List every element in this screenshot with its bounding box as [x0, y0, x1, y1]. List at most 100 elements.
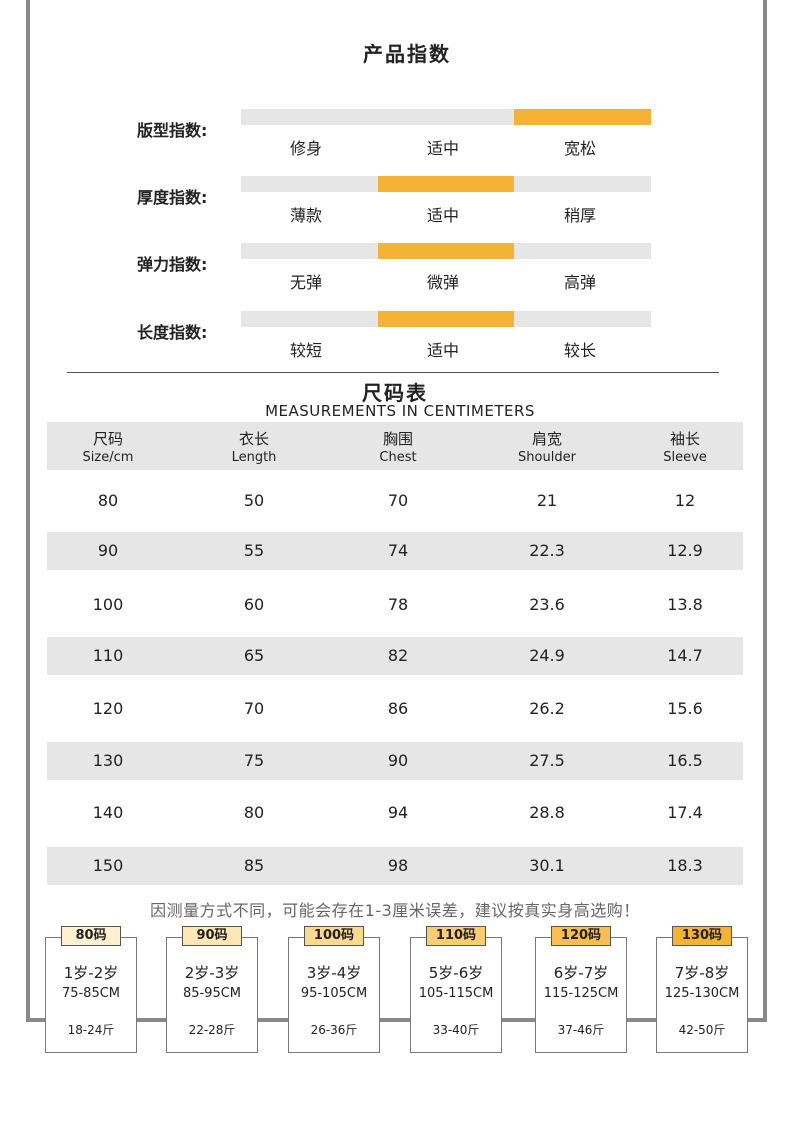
size-tag: 100码	[304, 926, 364, 946]
index-option: 适中	[426, 341, 459, 360]
cell-length: 55	[243, 541, 265, 560]
cell-chest: 74	[387, 541, 409, 560]
index-row-elasticity: 弹力指数: 无弹 微弹 高弹	[0, 243, 790, 303]
index-label: 版型指数:	[137, 121, 208, 140]
cell-sleeve: 18.3	[667, 856, 703, 875]
cell-size: 80	[97, 491, 119, 510]
size-card-90: 2岁-3岁 85-95CM 22-28斤	[166, 937, 258, 1053]
cell-shoulder: 30.1	[529, 856, 565, 875]
size-card-120: 6岁-7岁 115-125CM 37-46斤	[535, 937, 627, 1053]
frame-left-border	[26, 0, 30, 1022]
cell-sleeve: 12.9	[667, 541, 703, 560]
frame-bottom-border	[26, 1018, 767, 1022]
card-age: 7岁-8岁	[674, 964, 730, 982]
index-bar	[241, 243, 651, 259]
index-option: 稍厚	[563, 206, 596, 225]
card-age: 6岁-7岁	[553, 964, 609, 982]
card-weight: 26-36斤	[310, 1023, 358, 1037]
index-row-length: 长度指数: 较短 适中 较长	[0, 311, 790, 371]
cell-size: 110	[92, 646, 124, 665]
table-row: 150 85 98 30.1 18.3	[47, 847, 743, 885]
header-sleeve: 袖长 Sleeve	[663, 430, 707, 465]
index-option: 高弹	[563, 273, 596, 292]
index-option: 修身	[289, 139, 322, 158]
cell-sleeve: 14.7	[667, 646, 703, 665]
table-row: 140 80 94 28.8 17.4	[47, 794, 743, 832]
index-option: 较长	[563, 341, 596, 360]
cell-shoulder: 21	[536, 491, 558, 510]
header-shoulder: 肩宽 Shoulder	[518, 430, 576, 465]
measurement-note: 因测量方式不同，可能会存在1-3厘米误差，建议按真实身高选购！	[150, 901, 640, 920]
size-tag: 90码	[182, 926, 242, 946]
card-weight: 37-46斤	[557, 1023, 605, 1037]
cell-size: 130	[92, 751, 124, 770]
size-tag: 130码	[672, 926, 732, 946]
size-tag: 120码	[551, 926, 611, 946]
index-label: 弹力指数:	[137, 255, 208, 274]
size-chart-subtitle: MEASUREMENTS IN CENTIMETERS	[265, 402, 535, 420]
cell-chest: 94	[387, 803, 409, 822]
table-row: 130 75 90 27.5 16.5	[47, 742, 743, 780]
cell-size: 140	[92, 803, 124, 822]
header-chest: 胸围 Chest	[379, 430, 417, 465]
index-row-fit: 版型指数: 修身 适中 宽松	[0, 109, 790, 169]
cell-chest: 90	[387, 751, 409, 770]
size-tag: 110码	[426, 926, 486, 946]
index-option: 宽松	[563, 139, 596, 158]
cell-length: 80	[243, 803, 265, 822]
table-row: 100 60 78 23.6 13.8	[47, 586, 743, 624]
card-height: 115-125CM	[543, 986, 619, 1001]
index-option: 较短	[289, 341, 322, 360]
index-label: 长度指数:	[137, 323, 208, 342]
cell-shoulder: 26.2	[529, 699, 565, 718]
size-card-80: 1岁-2岁 75-85CM 18-24斤	[45, 937, 137, 1053]
card-height: 95-105CM	[300, 986, 368, 1001]
card-height: 125-130CM	[664, 986, 740, 1001]
size-chart-title: 尺码表	[362, 381, 428, 405]
index-option: 无弹	[289, 273, 322, 292]
cell-chest: 98	[387, 856, 409, 875]
card-age: 2岁-3岁	[184, 964, 240, 982]
index-bar-fill	[377, 176, 515, 192]
cell-length: 70	[243, 699, 265, 718]
index-option: 薄款	[289, 206, 322, 225]
product-index-title: 产品指数	[363, 42, 451, 66]
cell-shoulder: 24.9	[529, 646, 565, 665]
index-option: 微弹	[426, 273, 459, 292]
card-weight: 33-40斤	[432, 1023, 480, 1037]
index-bar	[241, 311, 651, 327]
index-row-thickness: 厚度指数: 薄款 适中 稍厚	[0, 176, 790, 236]
table-row: 110 65 82 24.9 14.7	[47, 637, 743, 675]
cell-chest: 82	[387, 646, 409, 665]
index-label: 厚度指数:	[137, 188, 208, 207]
table-row: 120 70 86 26.2 15.6	[47, 690, 743, 728]
section-divider	[67, 372, 719, 373]
card-weight: 22-28斤	[188, 1023, 236, 1037]
cell-chest: 70	[387, 491, 409, 510]
size-card-100: 3岁-4岁 95-105CM 26-36斤	[288, 937, 380, 1053]
table-row: 80 50 70 21 12	[47, 482, 743, 520]
index-bar-fill	[514, 109, 651, 125]
cell-shoulder: 23.6	[529, 595, 565, 614]
cell-shoulder: 27.5	[529, 751, 565, 770]
cell-length: 65	[243, 646, 265, 665]
cell-sleeve: 15.6	[667, 699, 703, 718]
header-size: 尺码 Size/cm	[82, 430, 134, 465]
card-age: 3岁-4岁	[306, 964, 362, 982]
cell-length: 75	[243, 751, 265, 770]
index-bar-fill	[377, 311, 515, 327]
cell-size: 100	[92, 595, 124, 614]
size-table-header: 尺码 Size/cm 衣长 Length 胸围 Chest 肩宽 Shoulder 袖长…	[47, 422, 743, 470]
cell-sleeve: 12	[674, 491, 696, 510]
size-card-130: 7岁-8岁 125-130CM 42-50斤	[656, 937, 748, 1053]
card-weight: 18-24斤	[67, 1023, 115, 1037]
card-height: 85-95CM	[182, 986, 242, 1001]
card-height: 75-85CM	[61, 986, 121, 1001]
frame-right-border	[763, 0, 767, 1022]
cell-size: 90	[97, 541, 119, 560]
cell-size: 120	[92, 699, 124, 718]
index-bar	[241, 176, 651, 192]
card-weight: 42-50斤	[678, 1023, 726, 1037]
index-bar-fill	[377, 243, 515, 259]
cell-sleeve: 13.8	[667, 595, 703, 614]
